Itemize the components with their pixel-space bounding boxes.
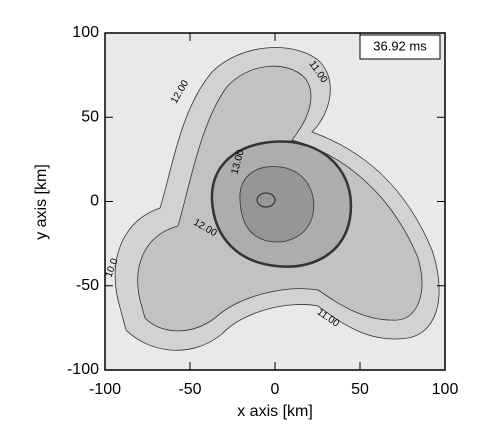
y-tick-label: 0	[90, 193, 99, 210]
x-tick-label: 0	[271, 381, 280, 398]
x-tick-label: -100	[89, 381, 121, 398]
y-tick-label: 50	[81, 108, 99, 125]
x-tick-label: -50	[178, 381, 201, 398]
x-tick-label: 50	[351, 381, 369, 398]
x-axis-label: x axis [km]	[237, 403, 313, 420]
y-tick-label: -100	[67, 361, 99, 378]
y-axis-label: y axis [km]	[33, 164, 50, 240]
y-tick-label: -50	[76, 277, 99, 294]
contour-region	[239, 166, 315, 243]
y-tick-label: 100	[72, 24, 99, 41]
x-tick-label: 100	[432, 381, 459, 398]
annotation-box	[359, 34, 441, 60]
contour-core-line	[256, 192, 276, 208]
annotation: 36.92 ms	[373, 38, 427, 53]
